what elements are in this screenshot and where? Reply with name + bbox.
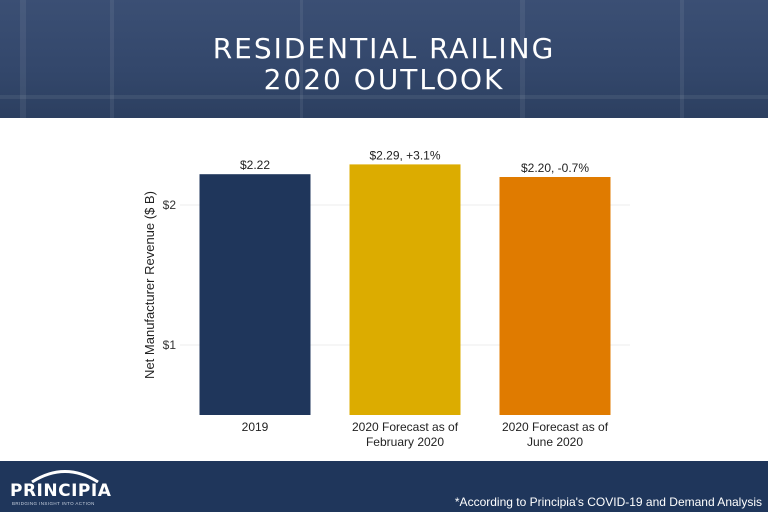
y-tick-label: $2 <box>163 198 177 212</box>
title-line-2: 2020 OUTLOOK <box>263 63 505 96</box>
y-axis-ticks: $1 $2 <box>163 198 177 352</box>
logo-arc-icon <box>31 470 99 483</box>
logo-text: PRINCIPIA <box>10 481 112 501</box>
x-tick-label: 2020 Forecast as of <box>352 420 459 434</box>
bar-chart: $2.22 $2.29, +3.1% $2.20, -0.7% $1 $2 2019 2… <box>142 148 630 449</box>
bar <box>199 174 311 415</box>
principia-logo: PRINCIPIA BRIDGING INSIGHT INTO ACTION <box>10 467 112 509</box>
x-tick-label: June 2020 <box>527 435 583 449</box>
y-axis-label: Net Manufacturer Revenue ($ B) <box>142 191 157 379</box>
bar-value-label: $2.22 <box>240 158 270 172</box>
x-tick-label: February 2020 <box>366 435 444 449</box>
bar-value-label: $2.20, -0.7% <box>521 161 589 175</box>
source-footnote: *According to Principia's COVID-19 and D… <box>454 495 762 509</box>
data-labels: $2.22 $2.29, +3.1% $2.20, -0.7% <box>240 148 589 175</box>
x-tick-label: 2019 <box>242 420 269 434</box>
logo-tagline: BRIDGING INSIGHT INTO ACTION <box>12 501 95 506</box>
title-line-1: RESIDENTIAL RAILING <box>212 32 556 65</box>
page-title: RESIDENTIAL RAILING 2020 OUTLOOK <box>0 33 768 95</box>
x-tick-label: 2020 Forecast as of <box>502 420 609 434</box>
header-banner: RESIDENTIAL RAILING 2020 OUTLOOK <box>0 0 768 118</box>
bar <box>349 164 461 415</box>
bar-value-label: $2.29, +3.1% <box>369 148 440 162</box>
y-tick-label: $1 <box>163 338 177 352</box>
bar <box>499 177 611 415</box>
bars <box>199 164 611 415</box>
footer-bar: PRINCIPIA BRIDGING INSIGHT INTO ACTION *… <box>0 461 768 512</box>
